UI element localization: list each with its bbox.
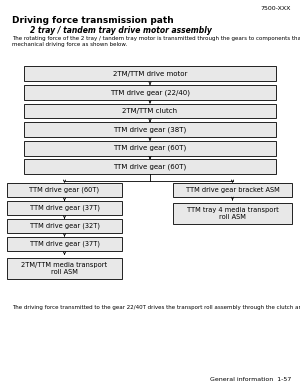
FancyBboxPatch shape <box>7 237 122 251</box>
Text: 2 tray / tandem tray drive motor assembly: 2 tray / tandem tray drive motor assembl… <box>30 26 212 35</box>
FancyBboxPatch shape <box>24 159 276 174</box>
FancyBboxPatch shape <box>24 141 276 156</box>
FancyBboxPatch shape <box>7 219 122 233</box>
FancyBboxPatch shape <box>24 85 276 100</box>
FancyBboxPatch shape <box>173 203 292 224</box>
FancyBboxPatch shape <box>7 258 122 279</box>
FancyBboxPatch shape <box>24 122 276 137</box>
Text: TTM drive gear (60T): TTM drive gear (60T) <box>29 187 100 193</box>
Text: 2TM/TTM drive motor: 2TM/TTM drive motor <box>113 71 187 77</box>
Text: TTM drive gear (37T): TTM drive gear (37T) <box>29 205 100 211</box>
Text: TTM drive gear bracket ASM: TTM drive gear bracket ASM <box>186 187 279 193</box>
FancyBboxPatch shape <box>7 183 122 197</box>
Text: The driving force transmitted to the gear 22/40T drives the transport roll assem: The driving force transmitted to the gea… <box>12 305 300 310</box>
FancyBboxPatch shape <box>24 66 276 81</box>
Text: Driving force transmission path: Driving force transmission path <box>12 16 174 24</box>
FancyBboxPatch shape <box>24 104 276 118</box>
Text: TTM drive gear (38T): TTM drive gear (38T) <box>113 126 187 133</box>
Text: TTM drive gear (60T): TTM drive gear (60T) <box>113 145 187 151</box>
Text: 2TM/TTM clutch: 2TM/TTM clutch <box>122 108 178 114</box>
Text: TTM drive gear (37T): TTM drive gear (37T) <box>29 241 100 247</box>
FancyBboxPatch shape <box>7 201 122 215</box>
Text: The rotating force of the 2 tray / tandem tray motor is transmitted through the : The rotating force of the 2 tray / tande… <box>12 36 300 42</box>
Text: 7500-XXX: 7500-XXX <box>261 6 291 11</box>
Text: TTM drive gear (60T): TTM drive gear (60T) <box>113 164 187 170</box>
Text: General information  1-57: General information 1-57 <box>210 377 291 382</box>
Text: TTM drive gear (22/40): TTM drive gear (22/40) <box>110 89 190 95</box>
Text: 2TM/TTM media transport
roll ASM: 2TM/TTM media transport roll ASM <box>21 262 108 275</box>
Text: mechanical driving force as shown below.: mechanical driving force as shown below. <box>12 42 127 47</box>
Text: TTM drive gear (32T): TTM drive gear (32T) <box>29 223 100 229</box>
Text: TTM tray 4 media transport
roll ASM: TTM tray 4 media transport roll ASM <box>187 207 278 220</box>
FancyBboxPatch shape <box>173 183 292 197</box>
